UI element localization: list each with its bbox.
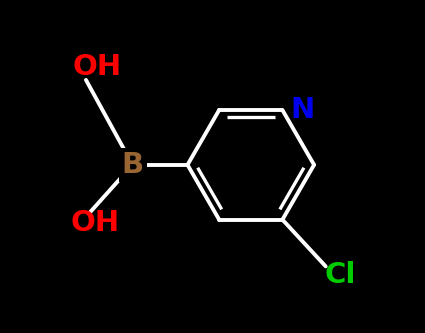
Text: OH: OH xyxy=(71,209,120,237)
Text: Cl: Cl xyxy=(324,261,356,289)
Text: N: N xyxy=(291,96,315,124)
Text: OH: OH xyxy=(73,53,122,81)
Text: B: B xyxy=(122,151,144,179)
